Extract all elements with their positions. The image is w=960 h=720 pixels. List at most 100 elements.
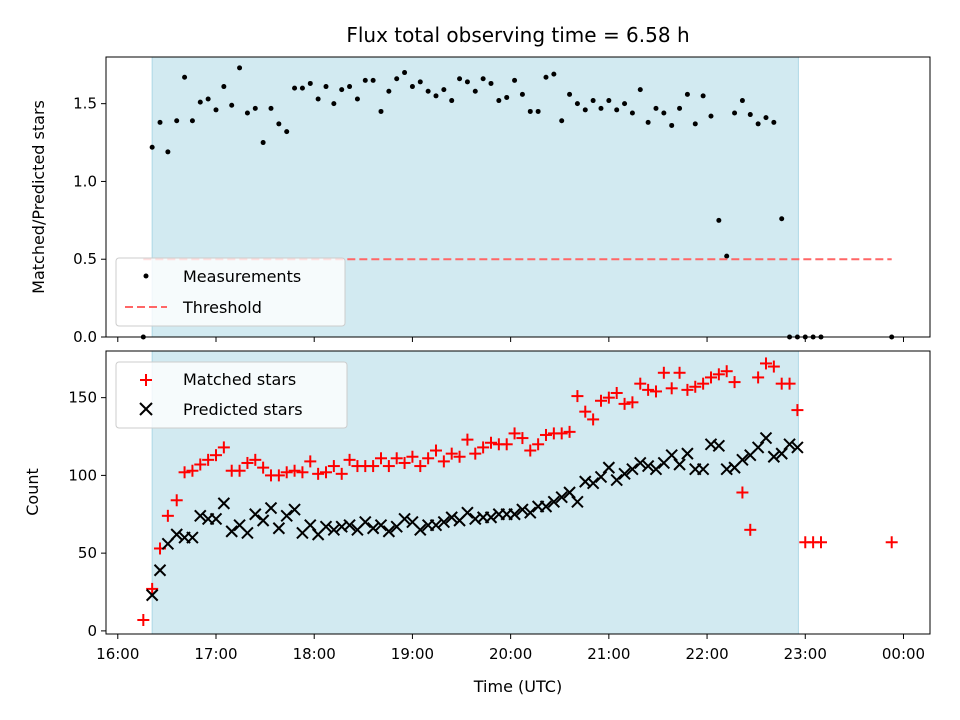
predicted-stars-point <box>194 509 207 523</box>
measurement-point <box>763 115 769 121</box>
legend-predicted-label: Predicted stars <box>183 400 303 419</box>
predicted-stars-point <box>272 522 286 535</box>
x-axis-label: Time (UTC) <box>473 677 562 696</box>
x-tick-label: 00:00 <box>882 645 925 663</box>
matched-stars-point <box>398 456 411 469</box>
measurement-point <box>449 98 455 104</box>
measurement-point <box>182 74 188 80</box>
measurement-point <box>747 112 753 118</box>
bottom-legend: Matched stars Predicted stars <box>115 361 348 429</box>
predicted-stars-point <box>445 511 458 524</box>
predicted-stars-point <box>484 511 498 524</box>
measurement-point <box>535 108 541 114</box>
matched-stars-point <box>697 377 710 390</box>
measurement-point <box>496 98 502 104</box>
matched-stars-point <box>791 404 804 417</box>
predicted-stars-point <box>264 501 278 515</box>
predicted-stars-point <box>586 476 600 490</box>
measurement-point <box>488 80 494 86</box>
x-tick-label: 17:00 <box>194 645 237 663</box>
bottom-axes-frame <box>105 350 931 635</box>
matched-stars-point <box>461 433 474 446</box>
matched-stars-point <box>649 385 662 398</box>
matched-stars-point <box>257 461 270 474</box>
matched-stars-point <box>618 397 631 410</box>
matched-stars-point <box>704 371 717 384</box>
measurement-point <box>598 105 604 111</box>
measurement-point <box>582 107 588 113</box>
x-tick-label: 16:00 <box>96 645 139 663</box>
bottom-series <box>137 357 898 627</box>
predicted-stars-point <box>170 528 183 541</box>
measurement-point <box>779 216 785 222</box>
top-y-tick-label: 0.0 <box>73 328 97 346</box>
x-tick-label: 23:00 <box>784 645 827 663</box>
predicted-stars-point <box>366 522 380 535</box>
measurement-point <box>425 88 431 94</box>
measurement-point <box>362 77 368 83</box>
x-tick-label: 21:00 <box>587 645 630 663</box>
measurement-point <box>213 107 219 113</box>
measurement-point <box>402 70 408 76</box>
matched-stars-point <box>406 450 419 463</box>
matched-stars-point <box>437 455 450 468</box>
predicted-stars-point <box>791 441 804 454</box>
legend-matched-label: Matched stars <box>183 370 296 389</box>
matched-stars-point <box>657 366 670 379</box>
measurement-point <box>700 93 706 99</box>
measurement-point <box>661 110 667 116</box>
matched-stars-point <box>414 460 427 473</box>
predicted-stars-point <box>673 458 686 471</box>
predicted-stars-point <box>374 518 388 532</box>
matched-stars-point <box>720 365 733 378</box>
bottom-legend-box <box>115 361 348 429</box>
top-y-tick-label: 1.5 <box>73 95 97 113</box>
predicted-stars-point <box>461 506 474 519</box>
matched-stars-point <box>579 405 592 418</box>
top-y-axis: 0.0 0.5 1.0 1.5 <box>73 95 106 346</box>
measurement-point <box>724 253 730 259</box>
measurement-point <box>692 121 698 127</box>
bottom-y-axis-label: Count <box>23 468 42 516</box>
predicted-stars-point <box>539 500 553 513</box>
predicted-stars-point <box>186 531 199 544</box>
matched-stars-point <box>146 582 159 595</box>
measurement-point <box>629 110 635 116</box>
predicted-stars-point <box>256 514 270 527</box>
matched-stars-point <box>367 460 380 473</box>
matched-stars-point <box>170 494 183 507</box>
predicted-stars-point <box>414 523 427 537</box>
matched-stars-point <box>186 464 199 477</box>
chart-title: Flux total observing time = 6.58 h <box>346 23 689 47</box>
matched-stars-point <box>539 428 552 441</box>
measurement-point <box>174 118 180 124</box>
predicted-stars-point <box>618 467 631 481</box>
measurement-point <box>512 77 518 83</box>
measurement-point <box>464 79 470 85</box>
top-y-tick-label: 1.0 <box>73 172 97 190</box>
predicted-stars-point <box>319 520 333 533</box>
measurement-point <box>307 80 313 86</box>
matched-stars-point <box>477 441 490 454</box>
matched-stars-point <box>445 447 458 460</box>
matched-stars-point <box>233 464 246 477</box>
measurement-point <box>771 119 777 125</box>
matched-stars-point <box>759 357 772 370</box>
predicted-stars-point <box>516 503 529 516</box>
top-y-axis-label: Matched/Predicted stars <box>29 100 48 294</box>
matched-stars-point <box>469 447 482 460</box>
predicted-stars-point <box>508 508 521 521</box>
measurement-point <box>559 118 565 124</box>
bottom-y-tick-label: 100 <box>68 466 97 484</box>
predicted-stars-point <box>547 495 561 509</box>
measurement-point <box>574 101 580 107</box>
measurement-point <box>237 65 243 71</box>
measurement-point <box>315 96 321 102</box>
matched-stars-point <box>304 455 317 468</box>
top-panel: 0.0 0.5 1.0 1.5 Matched/Predicted stars Mea… <box>29 56 931 346</box>
measurement-point <box>441 87 447 93</box>
measurement-point <box>527 108 533 114</box>
matched-stars-point <box>343 453 356 466</box>
matched-stars-point <box>555 427 568 440</box>
